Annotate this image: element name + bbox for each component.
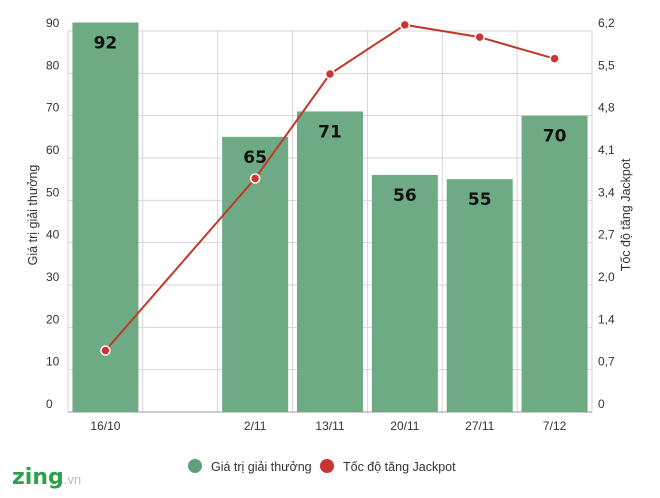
left-tick-label: 0 [46,397,53,411]
bar-value-label: 56 [393,186,417,206]
left-tick-label: 80 [46,58,60,72]
x-tick-label: 27/11 [465,419,494,433]
jackpot-line-path [104,23,555,352]
legend: Giá trị giải thưởng Tốc độ tăng Jackpot [188,459,456,474]
right-axis-ticks: 0 0,7 1,4 2,0 2,7 3,4 4,1 4,8 5,5 6,2 [598,16,615,411]
svg-text:zing.vn: zing.vn [12,465,81,490]
jackpot-point [324,68,336,80]
bar-value-label: 55 [468,190,492,210]
left-tick-label: 50 [46,185,60,199]
right-tick-label: 2,7 [598,228,615,242]
right-tick-label: 0,7 [598,355,615,369]
bar-value-label: 65 [243,148,267,168]
jackpot-point [474,31,485,43]
bar-27-11 [446,179,513,412]
jackpot-point [549,53,560,64]
logo-brand: zing [12,465,64,490]
logo-suffix: .vn [64,472,81,487]
right-tick-label: 2,0 [598,270,615,284]
right-tick-label: 4,8 [598,101,615,115]
left-tick-label: 10 [46,355,60,369]
bars [72,22,588,413]
left-tick-label: 60 [46,143,60,157]
legend-label-line: Tốc độ tăng Jackpot [343,460,456,474]
left-tick-label: 30 [46,270,60,284]
left-axis-ticks: 0 10 20 30 40 50 60 70 80 90 [46,16,60,411]
x-tick-label: 7/12 [543,419,567,433]
right-tick-label: 4,1 [598,143,615,157]
jackpot-point [249,173,261,184]
right-tick-label: 3,4 [598,185,615,199]
legend-label-bar: Giá trị giải thưởng [211,460,312,474]
x-tick-label: 16/10 [90,419,120,433]
left-tick-label: 70 [46,101,60,115]
bar-value-label: 70 [543,127,567,147]
right-tick-label: 1,4 [598,312,615,326]
bar-20-11 [371,174,438,412]
zing-logo: zing.vn [12,465,81,490]
x-tick-label: 13/11 [315,419,344,433]
bar-value-labels: 92 65 71 56 55 70 [94,34,567,211]
left-tick-label: 90 [46,16,60,30]
jackpot-point [100,345,111,356]
left-tick-label: 40 [46,228,60,242]
bar-value-label: 92 [94,34,118,54]
jackpot-line [100,19,560,356]
bar-13-11 [297,111,363,412]
legend-swatch-bar [188,459,202,473]
x-axis-ticks: 16/10 2/11 13/11 20/11 27/11 7/12 [90,419,566,433]
legend-swatch-line [320,459,334,473]
bar-value-label: 71 [318,122,342,142]
bar-7-12 [521,115,588,413]
right-tick-label: 5,5 [598,58,615,72]
left-axis-title: Giá trị giải thưởng [26,165,40,266]
x-tick-label: 20/11 [390,419,419,433]
right-tick-label: 0 [598,397,605,411]
right-axis-title: Tốc độ tăng Jackpot [619,158,633,271]
right-tick-label: 6,2 [598,16,615,30]
x-tick-label: 2/11 [244,419,267,433]
left-tick-label: 20 [46,312,60,326]
jackpot-point [399,19,411,31]
